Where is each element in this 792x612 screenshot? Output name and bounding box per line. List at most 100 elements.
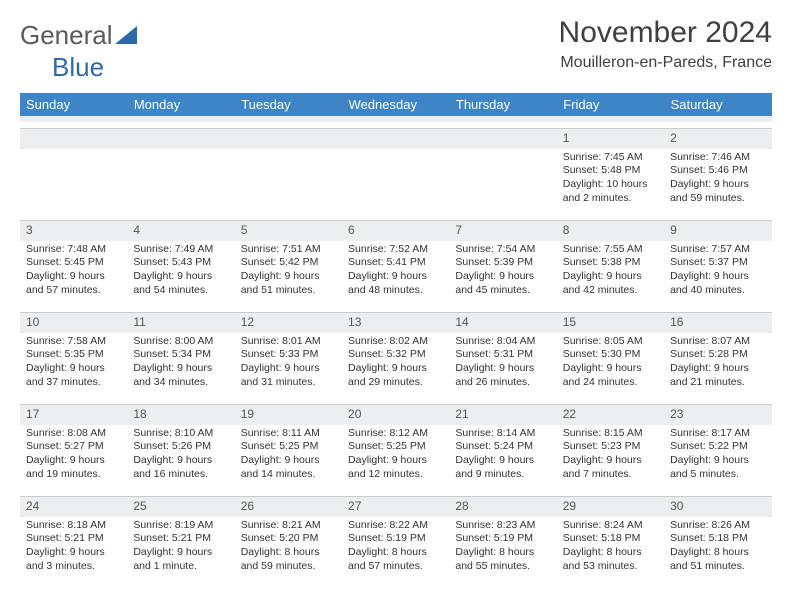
day-content: Sunrise: 8:26 AMSunset: 5:18 PMDaylight:…: [664, 517, 771, 576]
day-number: 7: [449, 220, 556, 241]
sunrise-text: Sunrise: 8:22 AM: [348, 519, 443, 533]
calendar-day-cell: 5Sunrise: 7:51 AMSunset: 5:42 PMDaylight…: [235, 217, 342, 309]
day-content: Sunrise: 7:49 AMSunset: 5:43 PMDaylight:…: [127, 241, 234, 300]
day-content: Sunrise: 8:23 AMSunset: 5:19 PMDaylight:…: [449, 517, 556, 576]
calendar-day-cell: 1Sunrise: 7:45 AMSunset: 5:48 PMDaylight…: [557, 125, 664, 217]
daylight-text: Daylight: 8 hours and 59 minutes.: [241, 546, 336, 573]
calendar-day-cell: 10Sunrise: 7:58 AMSunset: 5:35 PMDayligh…: [20, 309, 127, 401]
calendar-week-row: 17Sunrise: 8:08 AMSunset: 5:27 PMDayligh…: [20, 401, 772, 493]
calendar-day-cell: 3Sunrise: 7:48 AMSunset: 5:45 PMDaylight…: [20, 217, 127, 309]
day-number: 4: [127, 220, 234, 241]
day-number: 5: [235, 220, 342, 241]
daylight-text: Daylight: 8 hours and 57 minutes.: [348, 546, 443, 573]
daylight-text: Daylight: 9 hours and 12 minutes.: [348, 454, 443, 481]
daylight-text: Daylight: 9 hours and 34 minutes.: [133, 362, 228, 389]
calendar-day-cell: 21Sunrise: 8:14 AMSunset: 5:24 PMDayligh…: [449, 401, 556, 493]
weekday-header: Saturday: [664, 93, 771, 116]
day-number: 14: [449, 312, 556, 333]
calendar-day-cell: 13Sunrise: 8:02 AMSunset: 5:32 PMDayligh…: [342, 309, 449, 401]
logo-triangle-icon: [115, 26, 137, 44]
sunrise-text: Sunrise: 7:49 AM: [133, 243, 228, 257]
day-content: Sunrise: 8:01 AMSunset: 5:33 PMDaylight:…: [235, 333, 342, 392]
calendar-day-cell: 17Sunrise: 8:08 AMSunset: 5:27 PMDayligh…: [20, 401, 127, 493]
logo: General: [20, 20, 137, 51]
day-content: Sunrise: 8:08 AMSunset: 5:27 PMDaylight:…: [20, 425, 127, 484]
calendar-week-row: 3Sunrise: 7:48 AMSunset: 5:45 PMDaylight…: [20, 217, 772, 309]
day-content: Sunrise: 7:51 AMSunset: 5:42 PMDaylight:…: [235, 241, 342, 300]
sunrise-text: Sunrise: 8:10 AM: [133, 427, 228, 441]
sunset-text: Sunset: 5:21 PM: [26, 532, 121, 546]
day-content: Sunrise: 7:57 AMSunset: 5:37 PMDaylight:…: [664, 241, 771, 300]
day-content: Sunrise: 8:18 AMSunset: 5:21 PMDaylight:…: [20, 517, 127, 576]
calendar-day-cell: 15Sunrise: 8:05 AMSunset: 5:30 PMDayligh…: [557, 309, 664, 401]
day-number: 27: [342, 496, 449, 517]
calendar-day-cell: 24Sunrise: 8:18 AMSunset: 5:21 PMDayligh…: [20, 493, 127, 585]
day-number: 25: [127, 496, 234, 517]
day-number: [20, 128, 127, 149]
day-content: Sunrise: 7:48 AMSunset: 5:45 PMDaylight:…: [20, 241, 127, 300]
sunset-text: Sunset: 5:35 PM: [26, 348, 121, 362]
sunrise-text: Sunrise: 7:51 AM: [241, 243, 336, 257]
day-content: Sunrise: 8:14 AMSunset: 5:24 PMDaylight:…: [449, 425, 556, 484]
sunrise-text: Sunrise: 8:02 AM: [348, 335, 443, 349]
day-number: [449, 128, 556, 149]
sunset-text: Sunset: 5:27 PM: [26, 440, 121, 454]
daylight-text: Daylight: 9 hours and 45 minutes.: [455, 270, 550, 297]
day-content: Sunrise: 8:04 AMSunset: 5:31 PMDaylight:…: [449, 333, 556, 392]
weekday-header: Sunday: [20, 93, 127, 116]
day-content: Sunrise: 8:17 AMSunset: 5:22 PMDaylight:…: [664, 425, 771, 484]
day-number: 6: [342, 220, 449, 241]
day-content: Sunrise: 8:21 AMSunset: 5:20 PMDaylight:…: [235, 517, 342, 576]
day-content: Sunrise: 8:07 AMSunset: 5:28 PMDaylight:…: [664, 333, 771, 392]
sunset-text: Sunset: 5:34 PM: [133, 348, 228, 362]
day-content: Sunrise: 8:00 AMSunset: 5:34 PMDaylight:…: [127, 333, 234, 392]
sunrise-text: Sunrise: 8:24 AM: [563, 519, 658, 533]
sunset-text: Sunset: 5:18 PM: [670, 532, 765, 546]
day-number: 12: [235, 312, 342, 333]
sunrise-text: Sunrise: 8:00 AM: [133, 335, 228, 349]
sunset-text: Sunset: 5:32 PM: [348, 348, 443, 362]
daylight-text: Daylight: 9 hours and 26 minutes.: [455, 362, 550, 389]
day-number: 20: [342, 404, 449, 425]
day-number: 23: [664, 404, 771, 425]
sunset-text: Sunset: 5:26 PM: [133, 440, 228, 454]
daylight-text: Daylight: 9 hours and 59 minutes.: [670, 178, 765, 205]
calendar-week-row: 10Sunrise: 7:58 AMSunset: 5:35 PMDayligh…: [20, 309, 772, 401]
daylight-text: Daylight: 9 hours and 40 minutes.: [670, 270, 765, 297]
day-content: Sunrise: 8:22 AMSunset: 5:19 PMDaylight:…: [342, 517, 449, 576]
sunset-text: Sunset: 5:25 PM: [348, 440, 443, 454]
calendar-day-cell: 23Sunrise: 8:17 AMSunset: 5:22 PMDayligh…: [664, 401, 771, 493]
daylight-text: Daylight: 9 hours and 42 minutes.: [563, 270, 658, 297]
day-content: Sunrise: 7:46 AMSunset: 5:46 PMDaylight:…: [664, 149, 771, 208]
daylight-text: Daylight: 8 hours and 55 minutes.: [455, 546, 550, 573]
sunset-text: Sunset: 5:19 PM: [455, 532, 550, 546]
sunrise-text: Sunrise: 7:55 AM: [563, 243, 658, 257]
sunrise-text: Sunrise: 8:17 AM: [670, 427, 765, 441]
day-content: Sunrise: 7:58 AMSunset: 5:35 PMDaylight:…: [20, 333, 127, 392]
day-number: 3: [20, 220, 127, 241]
sunrise-text: Sunrise: 8:23 AM: [455, 519, 550, 533]
logo-text-2: Blue: [52, 52, 104, 82]
calendar-day-cell: 14Sunrise: 8:04 AMSunset: 5:31 PMDayligh…: [449, 309, 556, 401]
day-number: 22: [557, 404, 664, 425]
sunrise-text: Sunrise: 7:58 AM: [26, 335, 121, 349]
calendar-day-cell: 27Sunrise: 8:22 AMSunset: 5:19 PMDayligh…: [342, 493, 449, 585]
sunset-text: Sunset: 5:24 PM: [455, 440, 550, 454]
sunrise-text: Sunrise: 7:54 AM: [455, 243, 550, 257]
day-content: Sunrise: 7:52 AMSunset: 5:41 PMDaylight:…: [342, 241, 449, 300]
calendar-day-cell: [20, 125, 127, 217]
sunset-text: Sunset: 5:33 PM: [241, 348, 336, 362]
daylight-text: Daylight: 9 hours and 7 minutes.: [563, 454, 658, 481]
sunset-text: Sunset: 5:20 PM: [241, 532, 336, 546]
day-number: 24: [20, 496, 127, 517]
sunrise-text: Sunrise: 8:21 AM: [241, 519, 336, 533]
day-number: 16: [664, 312, 771, 333]
calendar-day-cell: [449, 125, 556, 217]
day-number: 13: [342, 312, 449, 333]
day-content: Sunrise: 7:45 AMSunset: 5:48 PMDaylight:…: [557, 149, 664, 208]
calendar-day-cell: 18Sunrise: 8:10 AMSunset: 5:26 PMDayligh…: [127, 401, 234, 493]
daylight-text: Daylight: 9 hours and 37 minutes.: [26, 362, 121, 389]
day-content: Sunrise: 8:11 AMSunset: 5:25 PMDaylight:…: [235, 425, 342, 484]
day-number: 19: [235, 404, 342, 425]
day-content: Sunrise: 7:54 AMSunset: 5:39 PMDaylight:…: [449, 241, 556, 300]
